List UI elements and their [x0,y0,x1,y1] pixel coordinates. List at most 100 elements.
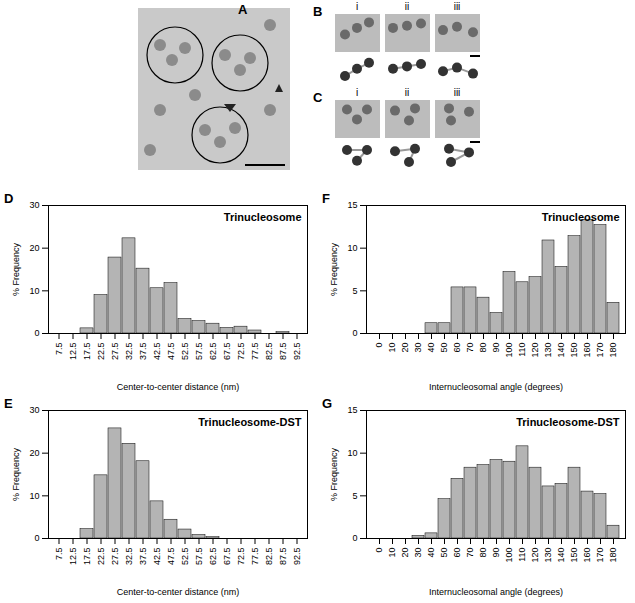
svg-text:80: 80 [478,343,488,353]
svg-text:0: 0 [34,533,39,543]
svg-text:10: 10 [387,548,397,558]
svg-text:120: 120 [530,548,540,563]
svg-text:90: 90 [491,548,501,558]
svg-text:100: 100 [504,343,514,358]
svg-text:77.5: 77.5 [250,343,260,361]
svg-text:130: 130 [543,548,553,563]
svg-text:52.5: 52.5 [180,548,190,566]
svg-text:% Frequency: % Frequency [11,242,21,296]
svg-text:12.5: 12.5 [68,548,78,566]
svg-text:5: 5 [352,286,357,296]
svg-text:72.5: 72.5 [236,343,246,361]
svg-text:Internucleosomal angle (degree: Internucleosomal angle (degrees) [429,382,563,392]
svg-text:32.5: 32.5 [124,548,134,566]
svg-text:42.5: 42.5 [152,548,162,566]
svg-text:17.5: 17.5 [82,548,92,566]
svg-text:160: 160 [582,548,592,563]
svg-text:0: 0 [352,533,357,543]
svg-text:77.5: 77.5 [250,548,260,566]
svg-text:Trinucleosome-DST: Trinucleosome-DST [198,416,302,428]
svg-text:Trinucleosome-DST: Trinucleosome-DST [516,416,620,428]
svg-text:0: 0 [374,548,384,553]
svg-text:110: 110 [517,343,527,357]
svg-text:20: 20 [400,548,410,558]
svg-text:Center-to-center distance (nm): Center-to-center distance (nm) [117,587,240,597]
svg-text:160: 160 [582,343,592,358]
svg-text:150: 150 [569,343,579,358]
svg-text:iii: iii [454,1,461,12]
svg-text:47.5: 47.5 [166,343,176,361]
svg-text:17.5: 17.5 [82,343,92,361]
svg-text:30: 30 [29,200,39,210]
svg-text:30: 30 [29,405,39,415]
svg-text:20: 20 [29,448,39,458]
svg-text:120: 120 [530,343,540,358]
svg-text:10: 10 [347,243,357,253]
svg-text:27.5: 27.5 [110,548,120,566]
svg-text:67.5: 67.5 [222,548,232,566]
svg-text:Internucleosomal angle (degree: Internucleosomal angle (degrees) [429,587,563,597]
svg-text:60: 60 [452,548,462,558]
svg-text:27.5: 27.5 [110,343,120,361]
svg-text:60: 60 [452,343,462,353]
svg-text:42.5: 42.5 [152,343,162,361]
svg-text:40: 40 [426,548,436,558]
svg-text:12.5: 12.5 [68,343,78,361]
svg-text:30: 30 [413,548,423,558]
svg-text:140: 140 [556,548,566,563]
svg-text:70: 70 [465,548,475,558]
svg-text:i: i [356,87,358,98]
svg-text:7.5: 7.5 [54,343,64,356]
svg-text:180: 180 [608,548,618,563]
svg-text:67.5: 67.5 [222,343,232,361]
svg-text:15: 15 [347,405,357,415]
svg-text:57.5: 57.5 [194,343,204,361]
svg-text:37.5: 37.5 [138,548,148,566]
svg-text:5: 5 [352,491,357,501]
svg-text:82.5: 82.5 [264,548,274,566]
svg-text:30: 30 [413,343,423,353]
svg-text:15: 15 [347,200,357,210]
svg-text:170: 170 [595,548,605,563]
svg-text:82.5: 82.5 [264,343,274,361]
svg-text:7.5: 7.5 [54,548,64,561]
svg-text:50: 50 [439,548,449,558]
svg-text:ii: ii [405,1,409,12]
svg-text:92.5: 92.5 [292,548,302,566]
svg-text:150: 150 [569,548,579,563]
svg-text:A: A [238,2,248,17]
svg-text:62.5: 62.5 [208,343,218,361]
svg-text:110: 110 [517,548,527,562]
svg-text:Center-to-center distance (nm): Center-to-center distance (nm) [117,382,240,392]
svg-text:ii: ii [405,87,409,98]
svg-text:10: 10 [29,286,39,296]
svg-text:80: 80 [478,548,488,558]
svg-text:92.5: 92.5 [292,343,302,361]
svg-text:100: 100 [504,548,514,563]
svg-text:22.5: 22.5 [96,548,106,566]
svg-text:10: 10 [29,491,39,501]
svg-text:Trinucleosome: Trinucleosome [224,211,302,223]
svg-text:170: 170 [595,343,605,358]
svg-text:Trinucleosome: Trinucleosome [542,211,620,223]
svg-text:22.5: 22.5 [96,343,106,361]
svg-text:52.5: 52.5 [180,343,190,361]
svg-text:180: 180 [608,343,618,358]
svg-text:0: 0 [352,328,357,338]
svg-text:0: 0 [34,328,39,338]
svg-text:50: 50 [439,343,449,353]
svg-text:90: 90 [491,343,501,353]
svg-text:20: 20 [29,243,39,253]
svg-text:20: 20 [400,343,410,353]
svg-text:140: 140 [556,343,566,358]
svg-text:47.5: 47.5 [166,548,176,566]
svg-text:40: 40 [426,343,436,353]
svg-text:130: 130 [543,343,553,358]
svg-text:72.5: 72.5 [236,548,246,566]
svg-text:0: 0 [374,343,384,348]
svg-text:32.5: 32.5 [124,343,134,361]
svg-text:iii: iii [454,87,461,98]
svg-text:10: 10 [347,448,357,458]
svg-text:62.5: 62.5 [208,548,218,566]
svg-text:10: 10 [387,343,397,353]
